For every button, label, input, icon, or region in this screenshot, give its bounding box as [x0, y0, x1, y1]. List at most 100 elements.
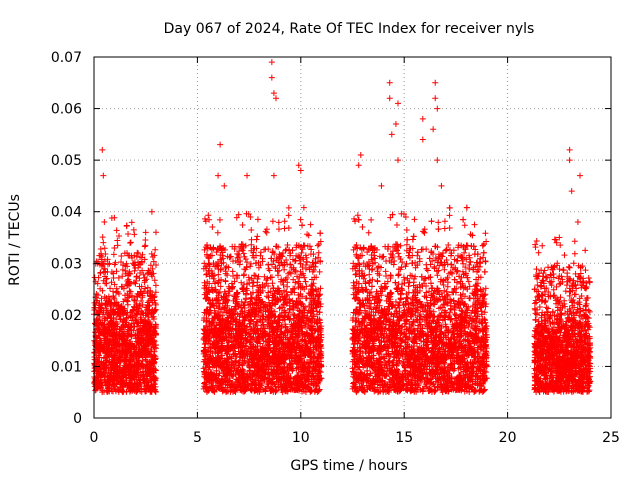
data-point	[285, 225, 292, 232]
data-point	[138, 297, 145, 304]
data-point	[147, 262, 154, 269]
data-point	[248, 226, 255, 233]
data-point	[284, 242, 291, 249]
data-point	[110, 251, 117, 258]
data-point	[115, 274, 122, 281]
data-point	[299, 222, 306, 229]
data-point	[254, 216, 261, 223]
data-point	[316, 268, 323, 275]
data-point	[117, 316, 124, 323]
data-point	[286, 246, 293, 253]
data-point	[280, 300, 287, 307]
data-point	[300, 204, 307, 211]
data-point	[127, 239, 134, 246]
data-point	[239, 222, 246, 229]
data-point	[269, 280, 276, 287]
data-point	[151, 252, 158, 259]
data-point	[123, 222, 130, 229]
data-point	[101, 245, 108, 252]
data-point	[110, 274, 117, 281]
data-point	[281, 266, 288, 273]
data-point	[151, 277, 158, 284]
data-point	[140, 271, 147, 278]
data-point	[222, 277, 229, 284]
data-point	[152, 282, 159, 289]
data-point	[133, 274, 140, 281]
data-point	[130, 226, 137, 233]
data-point	[131, 231, 138, 238]
data-point	[243, 291, 250, 298]
data-point	[127, 239, 134, 246]
data-point	[108, 279, 115, 286]
data-point	[316, 292, 323, 299]
data-point	[254, 233, 261, 240]
data-point	[141, 274, 148, 281]
data-point	[128, 219, 135, 226]
data-point	[268, 274, 275, 281]
data-point	[281, 225, 288, 232]
data-point	[99, 234, 106, 241]
data-point	[132, 280, 139, 287]
data-point	[297, 216, 304, 223]
data-point	[114, 242, 121, 249]
data-point	[138, 383, 145, 390]
data-point	[132, 297, 139, 304]
data-point	[265, 261, 272, 268]
data-point	[283, 246, 290, 253]
data-point	[216, 216, 223, 223]
data-point	[123, 260, 130, 267]
data-point	[117, 364, 124, 371]
data-point	[142, 242, 149, 249]
data-point	[307, 221, 314, 228]
data-point	[119, 266, 126, 273]
data-point	[249, 279, 256, 286]
data-point	[130, 261, 137, 268]
data-point	[149, 273, 156, 280]
data-point	[111, 245, 118, 252]
data-point	[238, 279, 245, 286]
data-point	[317, 230, 324, 237]
data-point	[118, 259, 125, 266]
data-point	[314, 242, 321, 249]
data-point	[214, 229, 221, 236]
data-point	[209, 223, 216, 230]
data-point	[285, 204, 292, 211]
data-point	[281, 218, 288, 225]
data-point	[125, 314, 132, 321]
data-point	[142, 285, 149, 292]
data-point	[111, 281, 118, 288]
data-point	[110, 288, 117, 295]
data-point	[248, 294, 255, 301]
data-point	[144, 270, 151, 277]
data-point	[275, 226, 282, 233]
data-point	[103, 280, 110, 287]
data-point	[113, 227, 120, 234]
data-point	[269, 218, 276, 225]
data-point	[130, 327, 137, 334]
data-point	[141, 243, 148, 250]
data-point	[142, 236, 149, 243]
data-point	[92, 320, 99, 327]
data-point	[275, 219, 282, 226]
data-point	[149, 265, 156, 272]
data-point	[275, 272, 282, 279]
data-point	[234, 254, 241, 261]
data-point	[127, 324, 134, 331]
data-point	[224, 272, 231, 279]
data-points	[91, 59, 594, 396]
data-point	[302, 278, 309, 285]
data-point	[113, 285, 120, 292]
data-point	[148, 250, 155, 257]
data-point	[131, 267, 138, 274]
data-point	[136, 283, 143, 290]
data-point	[152, 289, 159, 296]
data-point	[205, 212, 212, 219]
data-point	[97, 270, 104, 277]
data-point	[287, 261, 294, 268]
data-point	[253, 236, 260, 243]
data-point	[118, 252, 125, 259]
data-point	[135, 320, 142, 327]
data-point	[152, 246, 159, 253]
data-point	[152, 229, 159, 236]
